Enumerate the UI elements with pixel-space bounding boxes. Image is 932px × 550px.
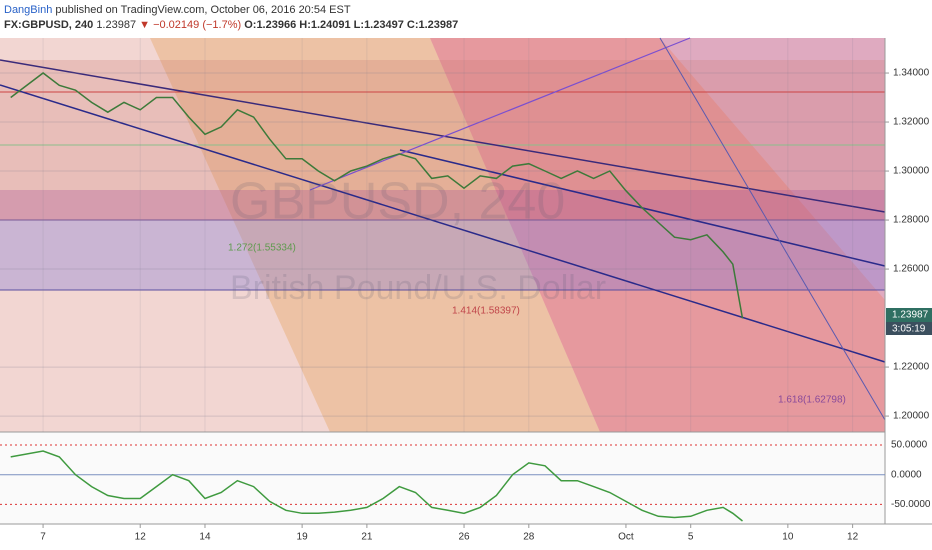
watermark: British Pound/U.S. Dollar	[230, 269, 606, 307]
x-tick-label: 26	[458, 532, 470, 543]
x-tick-label: 5	[688, 532, 694, 543]
header: FX:GBPUSD, 240 1.23987 ▼ −0.02149 (−1.7%…	[4, 19, 458, 31]
watermark: GBPUSD, 240	[230, 173, 565, 231]
osc-panel	[0, 432, 885, 524]
fib-zone	[430, 38, 885, 432]
fib-zone	[660, 38, 885, 300]
trend-line	[659, 37, 886, 421]
y-tick-label: 1.28000	[893, 215, 930, 226]
price-line	[10, 72, 744, 319]
trend-line	[309, 37, 691, 191]
y-tick-label: 1.34000	[893, 68, 930, 79]
channel-line	[0, 84, 886, 363]
band	[0, 220, 885, 290]
annotation: 1.414(1.58397)	[452, 306, 520, 317]
annotation: 1.272(1.55334)	[228, 243, 296, 254]
annotation: 1.618(1.62798)	[778, 395, 846, 406]
x-tick-label: Oct	[618, 532, 634, 543]
y2-tick-label: -50.0000	[891, 499, 931, 510]
header: DangBinh published on TradingView.com, O…	[4, 4, 351, 16]
x-tick-label: 10	[782, 532, 794, 543]
countdown: 3:05:19	[892, 324, 926, 335]
y-tick-label: 1.26000	[893, 264, 930, 275]
x-tick-label: 7	[40, 532, 46, 543]
price-badge: 1.23987	[892, 310, 929, 321]
channel-line	[0, 59, 886, 213]
band	[0, 190, 885, 220]
x-tick-label: 12	[847, 532, 859, 543]
y-tick-label: 1.32000	[893, 117, 930, 128]
y-tick-label: 1.20000	[893, 411, 930, 422]
countdown-bg	[886, 322, 932, 335]
band	[0, 60, 885, 220]
decorations	[0, 37, 932, 525]
y2-tick-label: 50.0000	[891, 440, 928, 451]
y2-tick-label: 0.0000	[891, 469, 922, 480]
x-tick-label: 28	[523, 532, 535, 543]
x-tick-label: 14	[199, 532, 211, 543]
fib-zone	[150, 38, 600, 432]
price-badge-bg	[886, 308, 932, 322]
x-tick-label: 12	[135, 532, 147, 543]
y-tick-label: 1.22000	[893, 362, 930, 373]
x-tick-label: 21	[361, 532, 373, 543]
x-tick-label: 19	[297, 532, 309, 543]
y-tick-label: 1.30000	[893, 166, 930, 177]
oscillator-line	[10, 450, 743, 522]
